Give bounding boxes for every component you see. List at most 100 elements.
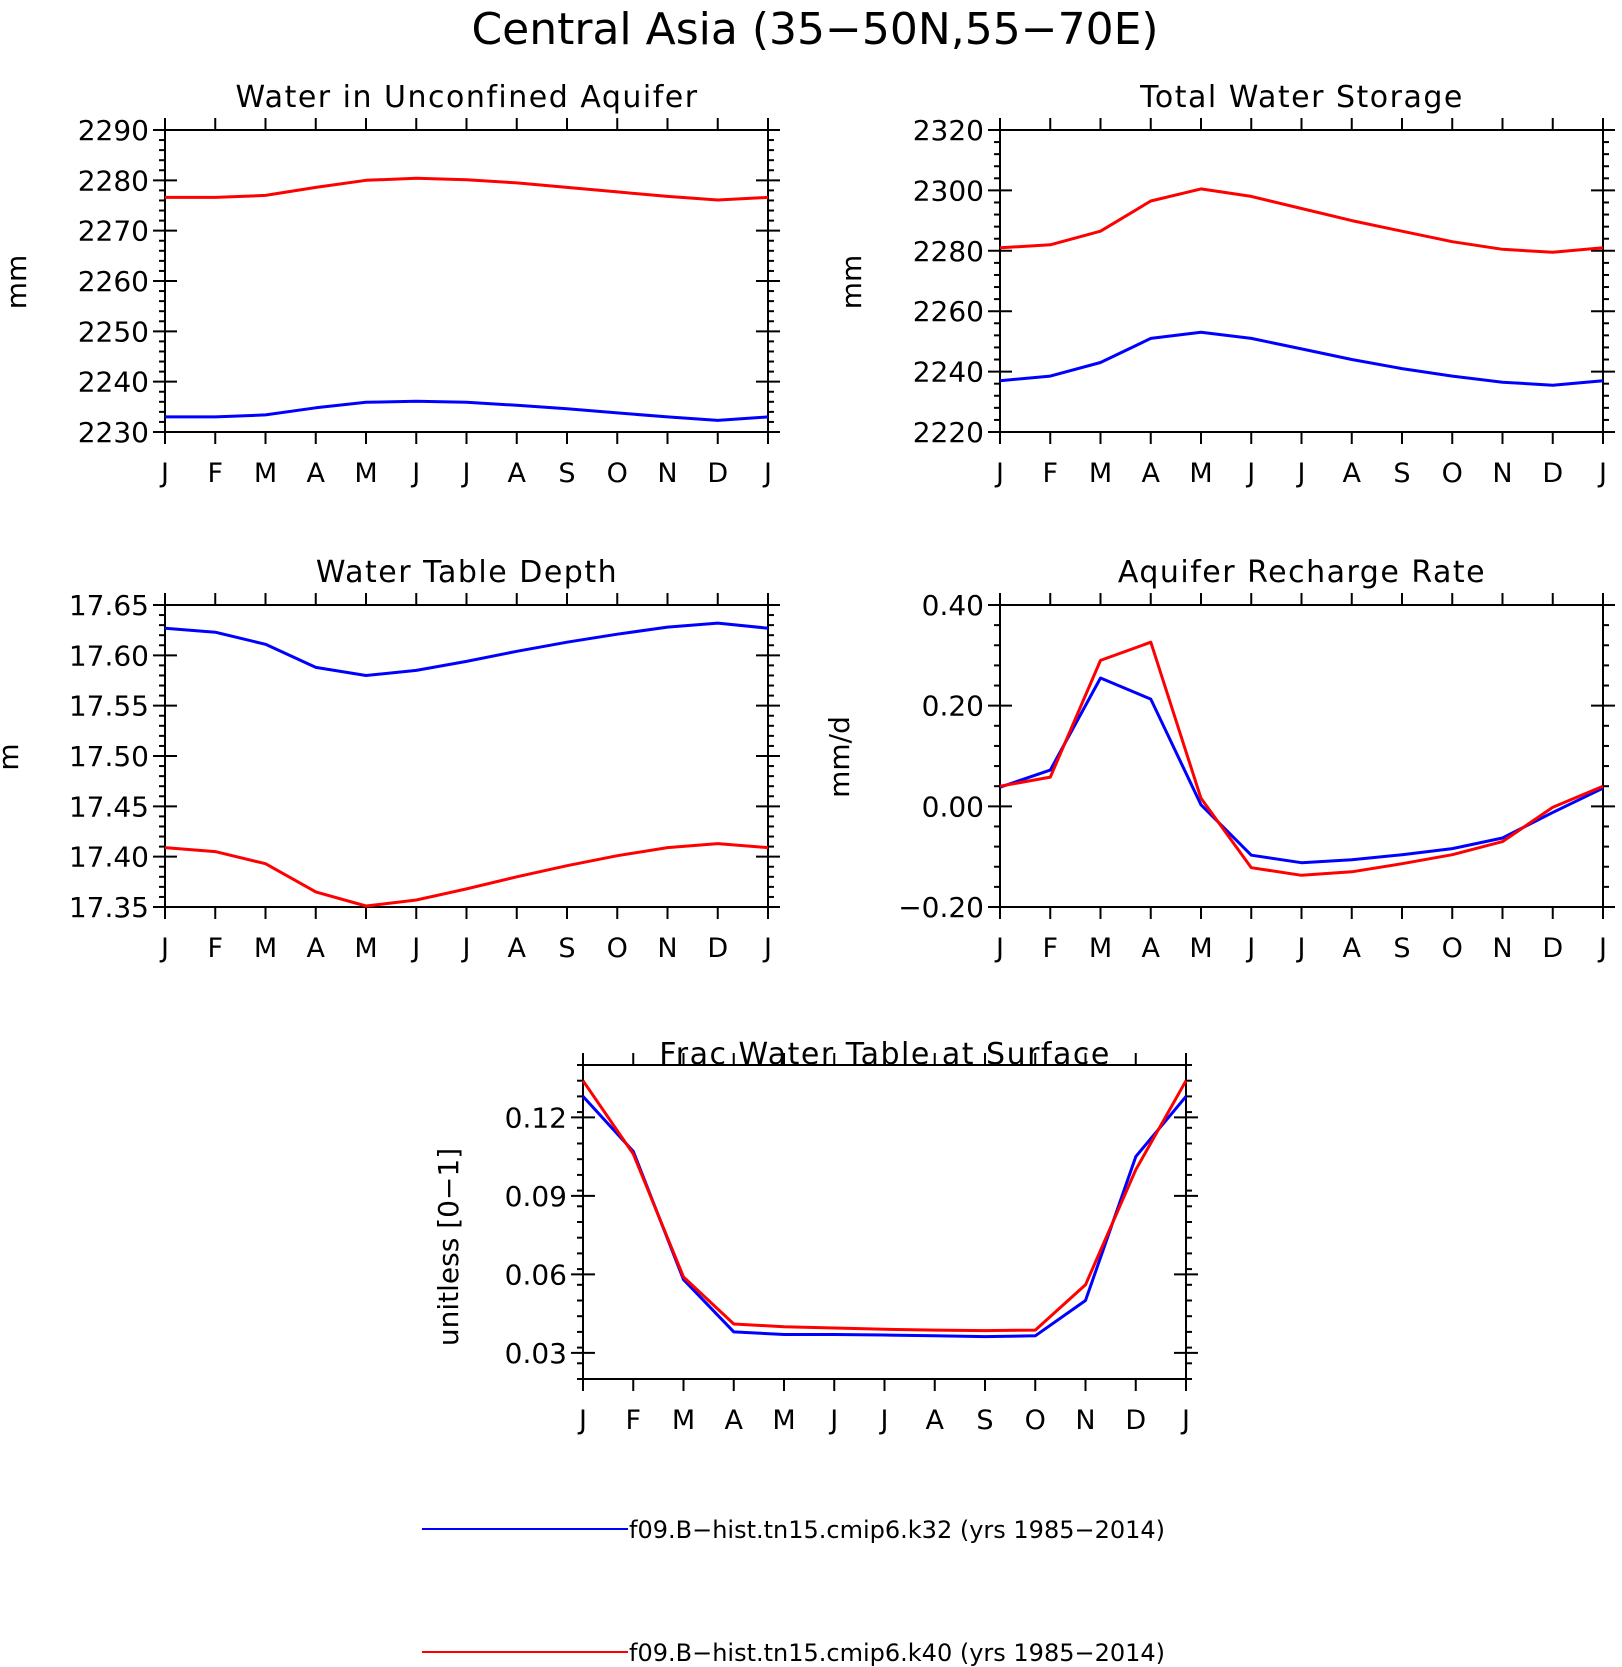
x-tick-label: S — [1393, 933, 1410, 964]
x-tick-label: A — [725, 1405, 744, 1436]
x-tick-label: M — [672, 1405, 695, 1436]
x-tick-label: J — [1597, 933, 1607, 964]
x-tick-label: M — [254, 458, 277, 489]
x-tick-label: M — [354, 933, 377, 964]
y-axis-label: mm — [835, 255, 868, 310]
series-line-k40 — [581, 1079, 1188, 1333]
chart-title: Water Table Depth — [316, 555, 618, 590]
x-tick-label: M — [254, 933, 277, 964]
y-tick-label: 2240 — [913, 356, 984, 389]
y-tick-label: 0.09 — [505, 1180, 567, 1213]
y-axis-label: m — [0, 743, 25, 770]
chart-plot-water-in-unconfined-aquifer: J F M A M J J A S O N D J223022402250226022702280229… — [78, 114, 780, 489]
y-tick-label: −0.20 — [898, 891, 984, 924]
y-tick-label: 2290 — [78, 114, 149, 147]
y-tick-label: 17.50 — [69, 740, 149, 773]
x-tick-label: F — [1042, 933, 1058, 964]
y-tick-label: 17.45 — [69, 790, 149, 823]
chart-title: Aquifer Recharge Rate — [1118, 555, 1486, 590]
y-tick-label: 2260 — [913, 295, 984, 328]
x-tick-label: S — [558, 933, 575, 964]
x-tick-label: J — [828, 1405, 838, 1436]
y-tick-label: 17.40 — [69, 841, 149, 874]
x-tick-label: A — [1142, 933, 1161, 964]
x-tick-label: N — [1492, 933, 1512, 964]
x-tick-label: J — [1180, 1405, 1190, 1436]
y-tick-label: 17.65 — [69, 589, 149, 622]
x-tick-label: J — [159, 933, 169, 964]
x-tick-label: O — [1442, 458, 1463, 489]
y-tick-label: 0.00 — [922, 790, 984, 823]
x-tick-label: A — [307, 933, 326, 964]
x-tick-label: S — [976, 1405, 993, 1436]
y-tick-label: 2220 — [913, 416, 984, 449]
x-tick-label: S — [1393, 458, 1410, 489]
x-tick-label: J — [159, 458, 169, 489]
x-tick-label: J — [1245, 933, 1255, 964]
y-tick-label: 2320 — [913, 114, 984, 147]
y-axis-label: unitless [0−1] — [432, 1148, 465, 1346]
y-tick-label: 2300 — [913, 174, 984, 207]
chart-panel-aquifer-recharge-rate: Aquifer Recharge Rate mm/d — [823, 555, 1486, 798]
series-line-k40 — [165, 176, 769, 202]
plot-frame — [164, 129, 769, 433]
chart-title: Total Water Storage — [1139, 80, 1464, 115]
x-tick-label: J — [461, 458, 471, 489]
x-tick-label: J — [577, 1405, 587, 1436]
plot-frame — [582, 1064, 1187, 1380]
y-tick-label: 2250 — [78, 315, 149, 348]
x-tick-label: D — [707, 933, 728, 964]
x-tick-label: A — [1343, 933, 1362, 964]
x-tick-label: M — [1189, 458, 1212, 489]
x-tick-label: M — [1089, 458, 1112, 489]
y-tick-label: 2260 — [78, 265, 149, 298]
x-tick-label: N — [1075, 1405, 1095, 1436]
x-tick-label: J — [1296, 458, 1306, 489]
series-line-k40 — [164, 842, 769, 908]
y-tick-label: 2240 — [78, 366, 149, 399]
x-tick-label: J — [410, 933, 420, 964]
y-tick-label: 0.20 — [922, 690, 984, 723]
x-tick-label: J — [1296, 933, 1306, 964]
y-tick-label: 2280 — [913, 235, 984, 268]
y-tick-label: 0.40 — [922, 589, 984, 622]
chart-title: Water in Unconfined Aquifer — [235, 80, 698, 115]
x-tick-label: J — [1245, 458, 1255, 489]
x-tick-label: M — [1189, 933, 1212, 964]
x-tick-label: S — [558, 458, 575, 489]
series-line-k40 — [999, 187, 1604, 254]
y-axis-label: mm — [0, 255, 33, 310]
x-tick-label: J — [994, 933, 1004, 964]
x-tick-label: J — [762, 458, 772, 489]
series-line-k32 — [999, 676, 1604, 865]
x-tick-label: M — [1089, 933, 1112, 964]
x-tick-label: F — [207, 933, 223, 964]
legend-label-k32: f09.B−hist.tn15.cmip6.k32 (yrs 1985−2014… — [629, 1516, 1165, 1544]
series-line-k32 — [165, 399, 769, 422]
x-tick-label: O — [607, 933, 628, 964]
series-line-k32 — [999, 330, 1604, 387]
y-tick-label: 0.03 — [505, 1337, 567, 1370]
x-tick-label: A — [307, 458, 326, 489]
x-tick-label: J — [461, 933, 471, 964]
x-tick-label: O — [607, 458, 628, 489]
y-axis-label: mm/d — [823, 716, 856, 798]
x-tick-label: J — [879, 1405, 889, 1436]
series-line-k40 — [999, 640, 1604, 877]
x-tick-label: D — [1125, 1405, 1146, 1436]
chart-plot-aquifer-recharge-rate: J F M A M J J A S O N D J−0.200.000.200.40 — [898, 589, 1615, 964]
x-tick-label: F — [1042, 458, 1058, 489]
series-line-k32 — [581, 1095, 1188, 1339]
legend-label-k40: f09.B−hist.tn15.cmip6.k40 (yrs 1985−2014… — [629, 1639, 1165, 1667]
x-tick-label: N — [657, 933, 677, 964]
plot-frame — [999, 129, 1604, 433]
series-line-k32 — [164, 621, 769, 677]
x-tick-label: O — [1442, 933, 1463, 964]
y-tick-label: 0.12 — [505, 1101, 567, 1134]
x-tick-label: A — [926, 1405, 945, 1436]
x-tick-label: F — [625, 1405, 641, 1436]
y-tick-label: 2270 — [78, 215, 149, 248]
x-tick-label: J — [994, 458, 1004, 489]
